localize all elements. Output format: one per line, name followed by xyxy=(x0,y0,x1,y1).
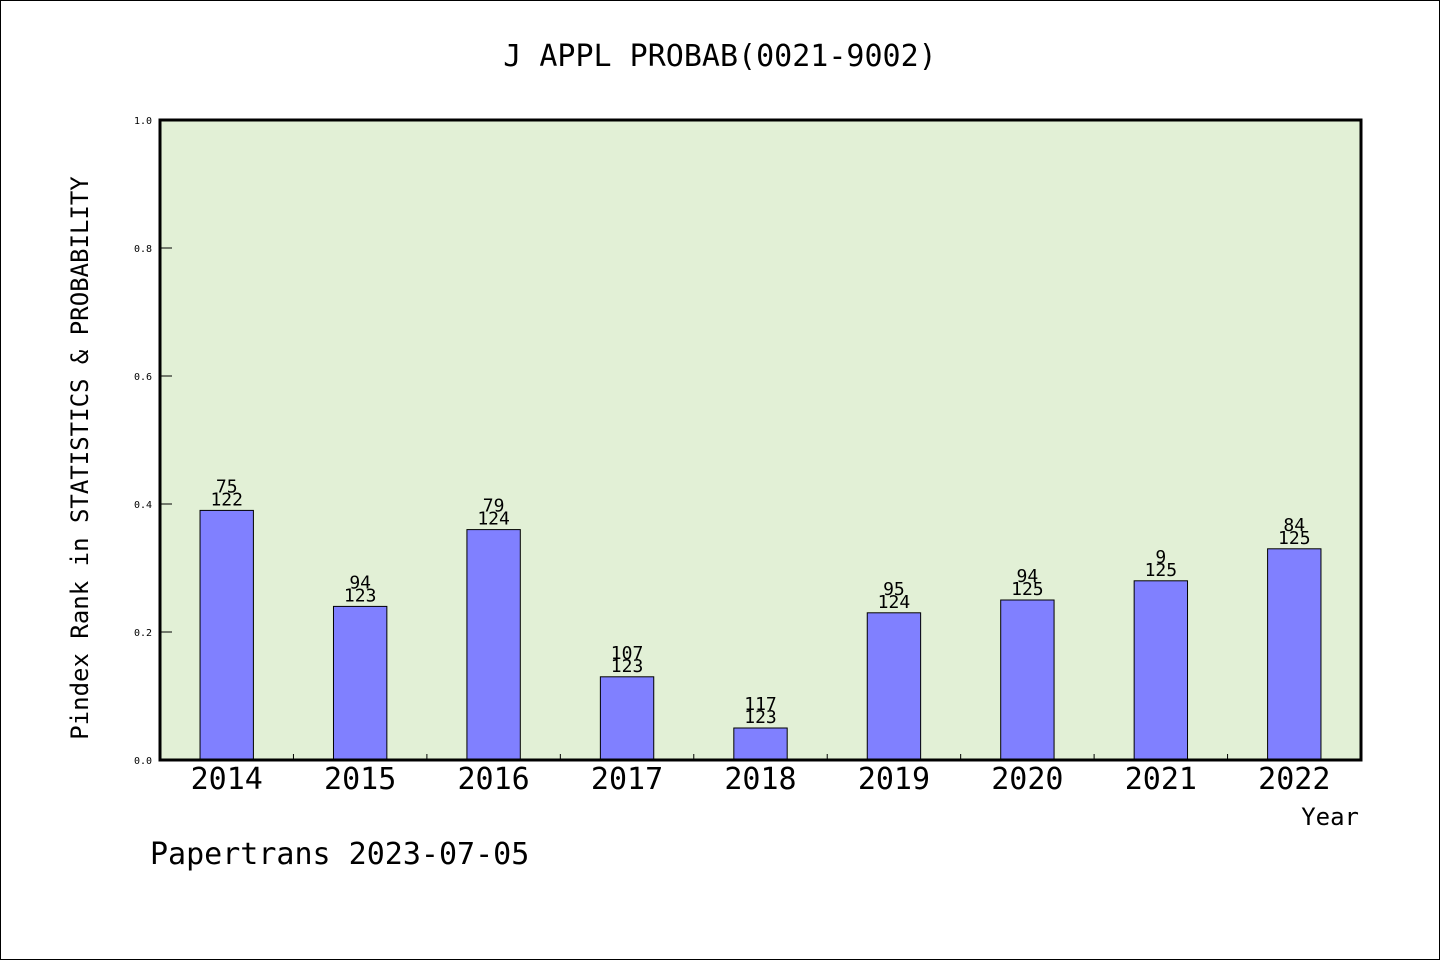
bar-rank-label: 75 xyxy=(216,476,238,497)
x-tick-label: 2015 xyxy=(324,762,396,797)
y-axis-label: Pindex Rank in STATISTICS & PROBABILITY xyxy=(66,176,94,740)
bar-labels-group: 7512294123791241071231171239512494125912… xyxy=(210,476,1310,728)
footer-text: Papertrans 2023-07-05 xyxy=(150,837,529,872)
y-axis-ticks: 0.0 0.2 0.4 0.6 0.8 1.0 xyxy=(134,116,172,767)
bar-rank-label: 79 xyxy=(483,496,505,517)
bar-total-label: 124 xyxy=(878,592,911,613)
y-tick-label: 1.0 xyxy=(134,116,152,127)
bar-rank-label: 94 xyxy=(349,572,371,593)
bar-rank-label: 84 xyxy=(1283,515,1305,536)
bar-total-label: 123 xyxy=(344,585,377,606)
bar-2017 xyxy=(599,676,655,761)
x-tick-label: 2019 xyxy=(858,762,930,797)
bar-total-label: 124 xyxy=(477,509,510,530)
bar-2021 xyxy=(1133,580,1189,761)
x-axis-ticks: 2014 2015 2016 2017 2018 2019 2020 2021 2022 xyxy=(191,754,1330,797)
bar-total-label: 122 xyxy=(210,489,243,510)
bar-2014 xyxy=(199,509,254,761)
bar-total-label: 125 xyxy=(1011,579,1044,600)
bar-rank-label: 94 xyxy=(1017,566,1039,587)
bar-2018 xyxy=(733,727,788,761)
bar-2015 xyxy=(332,605,388,761)
x-axis-label: Year xyxy=(1301,803,1359,831)
bar-2022 xyxy=(1267,548,1322,761)
bar-rank-label: 117 xyxy=(744,694,777,715)
bar-2019 xyxy=(866,612,922,761)
bar-total-label: 123 xyxy=(611,656,644,677)
x-tick-label: 2022 xyxy=(1258,762,1330,797)
plot-border xyxy=(158,118,1363,762)
bar-2016 xyxy=(466,529,521,761)
x-tick-label: 2016 xyxy=(457,762,529,797)
bar-total-label: 123 xyxy=(744,707,777,728)
bars-group xyxy=(199,509,1322,761)
y-tick-label: 0.4 xyxy=(134,500,152,511)
y-tick-label: 0.8 xyxy=(134,244,152,255)
y-tick-label: 0.0 xyxy=(134,756,152,767)
x-tick-label: 2018 xyxy=(724,762,796,797)
y-tick-label: 0.2 xyxy=(134,628,152,639)
y-tick-label: 0.6 xyxy=(134,372,152,383)
bar-total-label: 125 xyxy=(1145,560,1178,581)
x-tick-label: 2021 xyxy=(1125,762,1197,797)
bar-2020 xyxy=(1000,599,1055,761)
x-tick-label: 2017 xyxy=(591,762,663,797)
bar-rank-label: 9 xyxy=(1155,547,1166,568)
chart-title: J APPL PROBAB(0021-9002) xyxy=(503,39,936,74)
bar-rank-label: 107 xyxy=(611,643,644,664)
bar-total-label: 125 xyxy=(1278,528,1311,549)
x-tick-label: 2020 xyxy=(991,762,1063,797)
x-tick-label: 2014 xyxy=(191,762,263,797)
bar-rank-label: 95 xyxy=(883,579,905,600)
